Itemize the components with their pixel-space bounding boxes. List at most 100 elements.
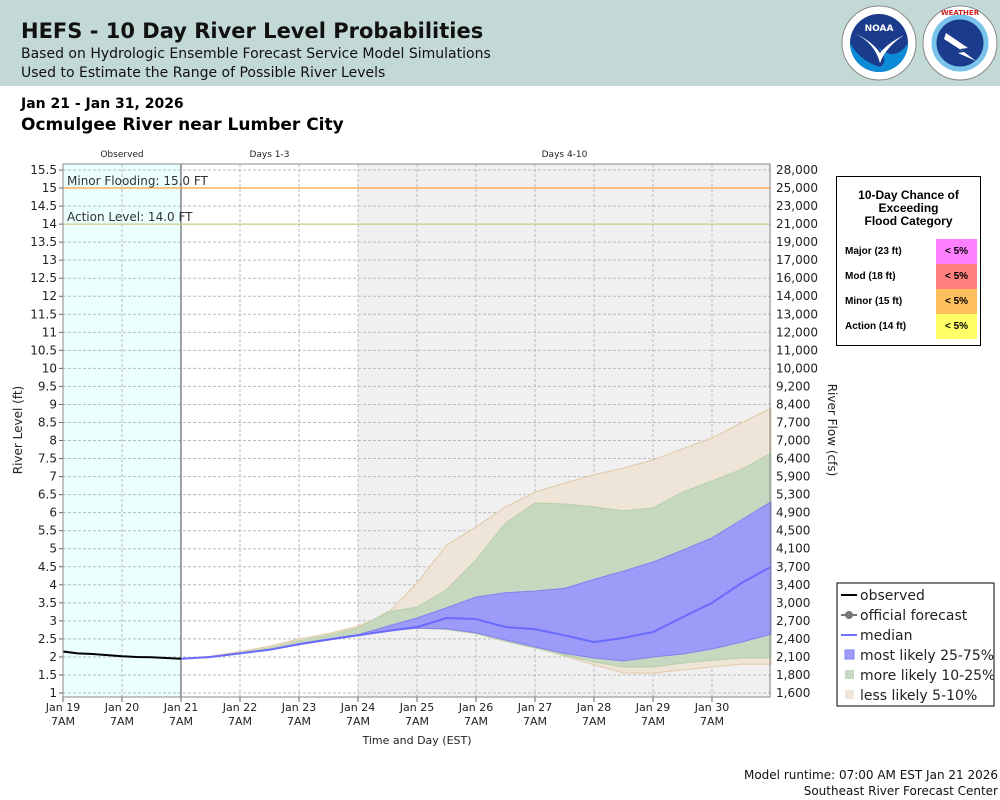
- y2-tick-label: 13,000: [776, 307, 818, 321]
- x-tick-label: Jan 21: [163, 701, 198, 714]
- y2-tick-label: 5,300: [776, 488, 810, 502]
- x-tick-label: Jan 26: [458, 701, 493, 714]
- subtitle-2: Used to Estimate the Range of Possible R…: [21, 65, 386, 81]
- box-title-2: Exceeding: [878, 201, 939, 215]
- y2-tick-label: 1,600: [776, 686, 810, 700]
- period-band: [181, 164, 358, 697]
- y-tick-label: 10: [42, 361, 57, 375]
- y2-tick-label: 9,200: [776, 379, 810, 393]
- y2-tick-label: 7,000: [776, 434, 810, 448]
- y-tick-label: 6.5: [38, 488, 57, 502]
- y-tick-label: 2: [49, 650, 57, 664]
- period-label: Observed: [100, 150, 143, 160]
- x-tick-label: Jan 22: [222, 701, 257, 714]
- date-range: Jan 21 - Jan 31, 2026: [21, 96, 184, 112]
- x-tick-label: Jan 29: [635, 701, 670, 714]
- y2-tick-label: 25,000: [776, 181, 818, 195]
- box-title-1: 10-Day Chance of: [858, 188, 959, 202]
- category-label: Mod (18 ft): [845, 271, 896, 282]
- x-tick-label: Jan 23: [281, 701, 316, 714]
- y2-axis-label: River Flow (cfs): [825, 384, 839, 477]
- y2-tick-label: 2,700: [776, 614, 810, 628]
- band-25-75: [180, 500, 772, 662]
- median-line: [180, 565, 772, 660]
- x-tick-label: Jan 19: [45, 701, 80, 714]
- x-axis-label: Time and Day (EST): [361, 734, 471, 747]
- y2-tick-label: 11,000: [776, 343, 818, 357]
- flood-category-row: Mod (18 ft) < 5%: [837, 264, 980, 289]
- band-5-95: [180, 407, 772, 674]
- y2-tick-label: 8,400: [776, 397, 810, 411]
- y-tick-label: 9.5: [38, 379, 57, 393]
- y2-tick-label: 5,900: [776, 470, 810, 484]
- x-tick-label: Jan 27: [517, 701, 552, 714]
- flood-category-box: 10-Day Chance of Exceeding Flood Categor…: [836, 176, 981, 346]
- header-banner: HEFS - 10 Day River Level Probabilities …: [0, 0, 1000, 86]
- y-axis-label: River Level (ft): [11, 386, 25, 474]
- band-10-90: [180, 452, 772, 668]
- category-chance: < 5%: [936, 264, 977, 289]
- period-label: Days 1-3: [249, 150, 289, 160]
- y-tick-label: 4: [49, 578, 57, 592]
- category-chance: < 5%: [936, 239, 977, 264]
- legend-marker: [845, 611, 853, 619]
- y-tick-label: 5: [49, 542, 57, 556]
- model-runtime: Model runtime: 07:00 AM EST Jan 21 2026: [743, 768, 998, 782]
- flood-category-row: Minor (15 ft) < 5%: [837, 289, 980, 314]
- y2-tick-label: 4,500: [776, 524, 810, 538]
- x-tick-label-time: 7AM: [582, 715, 606, 728]
- legend-label: official forecast: [860, 608, 968, 624]
- legend-box: [836, 582, 995, 707]
- x-tick-label-time: 7AM: [228, 715, 252, 728]
- x-tick-label-time: 7AM: [523, 715, 547, 728]
- x-tick-label-time: 7AM: [405, 715, 429, 728]
- y-tick-label: 12.5: [30, 271, 57, 285]
- y2-tick-label: 4,900: [776, 506, 810, 520]
- y-tick-label: 3: [49, 614, 57, 628]
- y-tick-label: 14.5: [30, 199, 57, 213]
- flood-category-row: Major (23 ft) < 5%: [837, 239, 980, 264]
- x-tick-label-time: 7AM: [287, 715, 311, 728]
- nws-logo: WEATHER: [922, 5, 998, 81]
- y-tick-label: 2.5: [38, 632, 57, 646]
- y-tick-label: 15: [42, 181, 57, 195]
- y-tick-label: 1: [49, 686, 57, 700]
- y-tick-label: 11.5: [30, 307, 57, 321]
- category-chance: < 5%: [936, 289, 977, 314]
- y-tick-label: 3.5: [38, 596, 57, 610]
- location-title: Ocmulgee River near Lumber City: [21, 115, 344, 135]
- legend-label: more likely 10-25%: [860, 668, 995, 684]
- y2-tick-label: 2,100: [776, 650, 810, 664]
- category-chance: < 5%: [936, 314, 977, 339]
- y2-tick-label: 3,400: [776, 578, 810, 592]
- x-tick-label: Jan 30: [694, 701, 729, 714]
- y-tick-label: 13: [42, 253, 57, 267]
- page-title: HEFS - 10 Day River Level Probabilities: [21, 19, 484, 43]
- y-tick-label: 8.5: [38, 415, 57, 429]
- svg-text:WEATHER: WEATHER: [941, 9, 980, 17]
- category-label: Minor (15 ft): [845, 296, 903, 307]
- box-title-3: Flood Category: [864, 214, 953, 228]
- noaa-logo: NOAA: [841, 5, 917, 81]
- y-tick-label: 13.5: [30, 235, 57, 249]
- y2-tick-label: 1,800: [776, 668, 810, 682]
- plot-frame: [62, 163, 771, 698]
- x-tick-label: Jan 28: [576, 701, 611, 714]
- y2-tick-label: 19,000: [776, 235, 818, 249]
- legend-label: most likely 25-75%: [860, 648, 994, 664]
- y2-tick-label: 7,700: [776, 415, 810, 429]
- y-tick-label: 15.5: [30, 163, 57, 177]
- legend-label: median: [860, 628, 912, 644]
- x-tick-label-time: 7AM: [464, 715, 488, 728]
- x-tick-label-time: 7AM: [110, 715, 134, 728]
- period-band: [63, 164, 181, 697]
- category-label: Major (23 ft): [845, 246, 902, 257]
- x-tick-label: Jan 20: [104, 701, 139, 714]
- y-tick-label: 8: [49, 434, 57, 448]
- x-tick-label-time: 7AM: [346, 715, 370, 728]
- y-tick-label: 1.5: [38, 668, 57, 682]
- y-tick-label: 7: [49, 470, 57, 484]
- y2-tick-label: 10,000: [776, 361, 818, 375]
- x-tick-label: Jan 24: [340, 701, 375, 714]
- category-label: Action (14 ft): [845, 321, 907, 332]
